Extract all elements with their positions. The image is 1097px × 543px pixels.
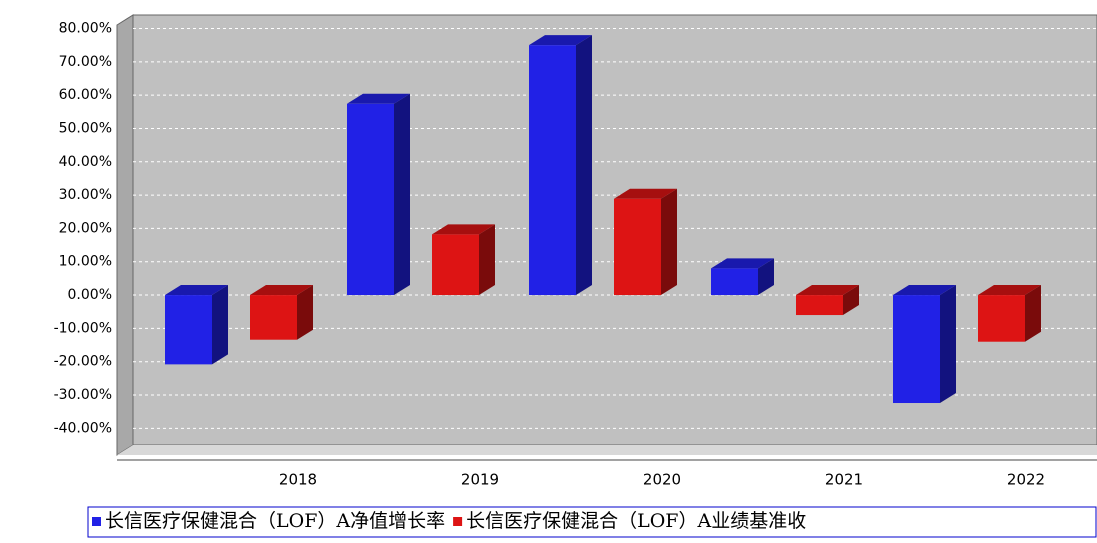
legend-swatch — [92, 517, 101, 526]
bar — [978, 295, 1025, 342]
bar-top — [614, 188, 677, 199]
bar-side — [758, 258, 774, 296]
bar-top — [432, 224, 495, 235]
legend-label: 长信医疗保健混合（LOF）A净值增长率 — [105, 510, 445, 532]
bar-top — [893, 285, 956, 296]
bar — [432, 234, 479, 296]
y-tick-label: -10.00% — [54, 320, 112, 336]
x-tick-label: 2022 — [1007, 471, 1045, 489]
bar-top — [529, 35, 592, 46]
y-tick-label: 10.00% — [59, 254, 112, 270]
y-tick-label: 0.00% — [68, 287, 112, 303]
bar — [529, 45, 576, 296]
y-tick-label: 30.00% — [59, 187, 112, 203]
floor — [117, 445, 1097, 455]
bar-side — [394, 93, 410, 296]
bar-top — [978, 285, 1041, 296]
bar-top — [347, 93, 410, 104]
x-tick-label: 2020 — [643, 471, 681, 489]
bar-side — [940, 285, 956, 404]
x-tick-label: 2018 — [279, 471, 317, 489]
bar-top — [711, 258, 774, 269]
y-tick-label: -30.00% — [54, 387, 112, 403]
bar-side — [297, 285, 313, 340]
y-tick-label: 80.00% — [59, 20, 112, 36]
bar-side — [576, 35, 592, 296]
legend-swatch — [453, 517, 463, 526]
bar-top — [165, 285, 228, 296]
y-tick-label: 60.00% — [59, 87, 112, 103]
y-tick-label: -20.00% — [54, 354, 112, 370]
bar-side — [661, 188, 677, 296]
bar — [347, 103, 394, 296]
bar-side — [1025, 285, 1041, 342]
bar-side — [843, 285, 859, 316]
y-tick-label: 40.00% — [59, 154, 112, 170]
legend-label: 长信医疗保健混合（LOF）A业绩基准收 — [466, 510, 806, 532]
y-tick-label: 70.00% — [59, 54, 112, 70]
left-wall — [116, 14, 134, 456]
bar — [711, 268, 758, 296]
x-tick-label: 2021 — [825, 471, 863, 489]
legend-box — [87, 506, 1097, 538]
bar-top — [796, 285, 859, 296]
bar-top — [250, 285, 313, 296]
bar — [893, 295, 940, 404]
x-tick-label: 2019 — [461, 471, 499, 489]
y-tick-label: -40.00% — [54, 420, 112, 436]
bar-side — [212, 285, 228, 365]
bar-side — [479, 224, 495, 296]
y-tick-label: 20.00% — [59, 220, 112, 236]
bar — [796, 295, 843, 316]
bar — [614, 198, 661, 296]
bar — [165, 295, 212, 365]
bar — [250, 295, 297, 340]
y-tick-label: 50.00% — [59, 120, 112, 136]
